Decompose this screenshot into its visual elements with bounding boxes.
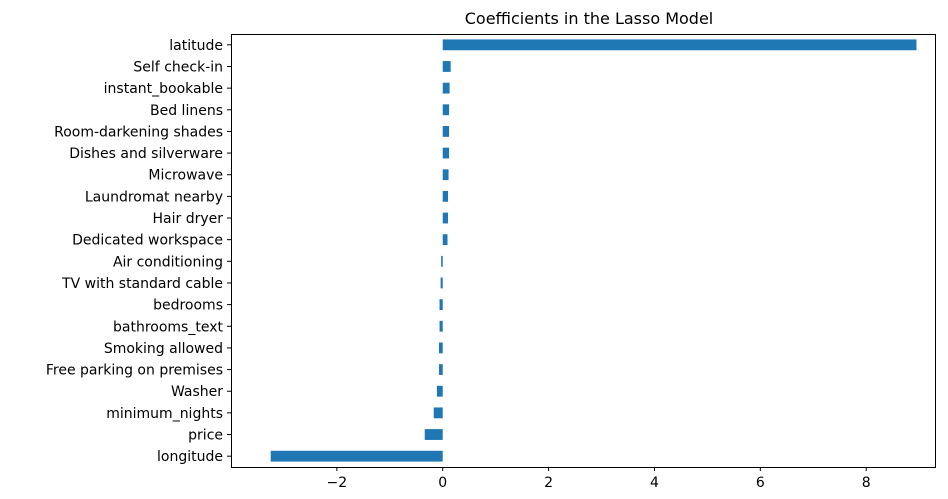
bar-0 <box>442 39 917 51</box>
bar-7 <box>442 190 449 202</box>
y-tick-label-17: minimum_nights <box>106 406 223 422</box>
x-tick-label-2: 2 <box>544 475 553 491</box>
y-tick-label-6: Microwave <box>148 168 223 184</box>
bar-15 <box>439 364 443 375</box>
x-tick-label-1: 0 <box>438 475 447 491</box>
bar-16 <box>436 385 443 397</box>
y-tick-label-14: Smoking allowed <box>104 341 223 357</box>
y-tick-label-12: bedrooms <box>153 298 223 314</box>
x-tick-label-5: 8 <box>862 475 871 491</box>
bar-5 <box>442 147 450 159</box>
bar-10 <box>441 255 443 267</box>
bar-1 <box>442 61 451 72</box>
y-tick-label-2: instant_bookable <box>104 81 223 97</box>
x-tick-label-4: 6 <box>756 475 765 491</box>
y-tick-label-1: Self check-in <box>133 59 223 75</box>
x-axis-ticks: −2 0 2 4 6 8 <box>327 467 871 491</box>
y-tick-label-18: price <box>188 428 223 444</box>
bar-18 <box>424 429 443 440</box>
bar-4 <box>442 126 450 137</box>
bar-12 <box>439 299 443 311</box>
y-tick-label-13: bathrooms_text <box>113 319 223 335</box>
bar-17 <box>433 407 443 419</box>
bar-3 <box>442 104 450 116</box>
bar-2 <box>442 82 450 94</box>
bar-13 <box>439 320 443 332</box>
y-tick-label-7: Laundromat nearby <box>85 189 223 205</box>
bar-8 <box>442 212 449 224</box>
x-tick-label-0: −2 <box>327 475 348 491</box>
bar-9 <box>442 234 448 246</box>
y-tick-label-15: Free parking on premises <box>46 363 223 379</box>
chart-title: Coefficients in the Lasso Model <box>465 9 714 28</box>
bar-19 <box>270 450 443 462</box>
x-tick-label-3: 4 <box>650 475 659 491</box>
y-tick-label-0: latitude <box>169 38 223 54</box>
y-tick-label-3: Bed linens <box>150 103 223 119</box>
y-tick-label-19: longitude <box>157 449 223 465</box>
y-tick-label-8: Hair dryer <box>153 211 224 227</box>
bar-6 <box>442 169 449 181</box>
bars-group <box>270 39 917 462</box>
y-tick-label-10: Air conditioning <box>113 254 223 270</box>
y-tick-label-11: TV with standard cable <box>61 276 223 292</box>
bar-14 <box>439 342 443 354</box>
y-tick-label-16: Washer <box>171 384 223 400</box>
y-tick-label-5: Dishes and silverware <box>69 146 223 162</box>
bar-11 <box>440 277 443 289</box>
y-tick-label-9: Dedicated workspace <box>72 233 223 249</box>
plot-frame <box>231 34 936 468</box>
y-tick-label-4: Room-darkening shades <box>54 124 223 140</box>
y-axis-ticks: latitude Self check-in instant_bookable Bed… <box>46 38 231 465</box>
